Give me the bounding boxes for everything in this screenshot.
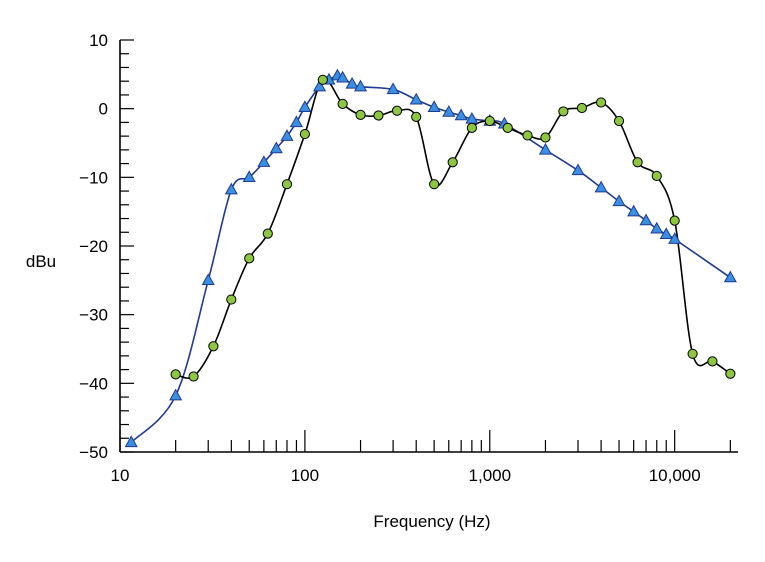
- circle-point: [540, 132, 551, 143]
- triangle-point: [386, 82, 400, 95]
- triangle-point: [242, 170, 256, 183]
- triangle-point: [280, 129, 294, 141]
- triangle-point: [594, 180, 608, 193]
- triangle-point: [538, 142, 553, 155]
- circle-point: [355, 109, 366, 120]
- y-tick-label: −20: [79, 237, 108, 256]
- triangle-point: [639, 213, 653, 226]
- circle-point: [725, 368, 736, 379]
- y-tick-label: −50: [79, 443, 108, 462]
- triangle-point: [257, 155, 271, 167]
- triangle-point: [201, 273, 215, 286]
- triangle-point: [571, 163, 585, 176]
- triangle-point: [454, 108, 468, 121]
- circle-point: [687, 348, 698, 359]
- circle-point: [466, 122, 477, 133]
- triangle-point: [659, 227, 673, 240]
- circle-point: [317, 74, 328, 85]
- triangle-point: [345, 76, 359, 89]
- circle-point: [522, 130, 533, 141]
- triangle-point: [269, 141, 283, 154]
- circle-point: [613, 115, 625, 127]
- triangle-point: [627, 204, 641, 217]
- x-tick-label: 10,000: [649, 466, 701, 485]
- circle-point: [502, 122, 513, 133]
- triangle-point: [312, 79, 327, 92]
- triangle-point: [336, 70, 350, 83]
- circle-point: [596, 97, 607, 108]
- y-tick-label: −40: [79, 374, 108, 393]
- triangle-point: [409, 92, 423, 105]
- triangle-point: [124, 435, 138, 448]
- circle-point: [632, 157, 643, 168]
- circle-point: [373, 110, 384, 121]
- circle-point: [170, 369, 181, 380]
- y-tick-label: −30: [79, 306, 108, 325]
- triangle-point: [289, 115, 303, 128]
- circle-point: [411, 111, 422, 123]
- circle-point: [669, 215, 680, 226]
- triangle-point: [668, 232, 682, 244]
- triangle-point: [427, 100, 441, 112]
- circle-point: [262, 228, 273, 239]
- circle-point: [281, 179, 293, 190]
- triangle-point: [442, 105, 456, 117]
- circle-point: [558, 106, 569, 117]
- triangle-point: [723, 270, 737, 283]
- circle-point: [188, 371, 199, 382]
- circle-point: [651, 170, 662, 182]
- circle-point: [226, 294, 237, 305]
- circle-point: [429, 179, 440, 190]
- circle-point: [447, 157, 458, 168]
- x-tick-label: 100: [291, 466, 319, 485]
- circle-point: [484, 115, 495, 127]
- circle-point: [208, 341, 219, 352]
- x-tick-label: 1,000: [469, 466, 512, 485]
- x-axis-title: Frequency (Hz): [373, 512, 490, 531]
- x-tick-label: 10: [111, 466, 130, 485]
- y-tick-label: −10: [79, 168, 108, 187]
- circle-point: [576, 102, 588, 114]
- circle-point: [707, 356, 718, 367]
- circle-point: [299, 128, 310, 140]
- circle-point: [337, 98, 348, 109]
- series-triangle-line: [130, 74, 731, 443]
- triangle-point: [169, 388, 183, 401]
- triangle-point: [298, 100, 312, 112]
- y-tick-label: 0: [99, 100, 108, 119]
- triangle-point: [650, 221, 664, 234]
- circle-point: [244, 253, 255, 264]
- triangle-point: [612, 194, 626, 207]
- y-tick-label: 10: [89, 31, 108, 50]
- y-axis-title: dBu: [26, 252, 56, 271]
- triangle-point: [224, 182, 238, 195]
- triangle-point: [354, 79, 368, 92]
- markers: [124, 68, 737, 448]
- circle-point: [391, 105, 403, 116]
- curves: [130, 74, 731, 443]
- series-circle-line: [175, 78, 731, 379]
